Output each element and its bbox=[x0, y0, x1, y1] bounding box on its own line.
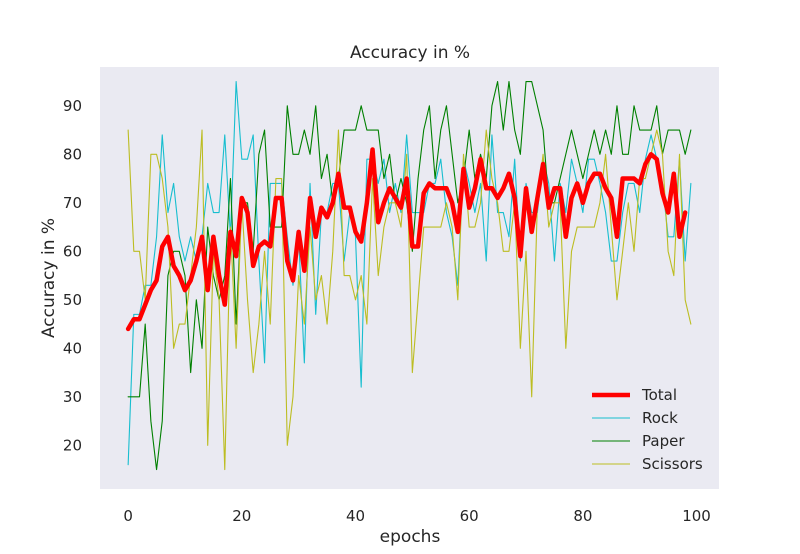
x-tick-label: 60 bbox=[460, 507, 479, 525]
chart-title: Accuracy in % bbox=[350, 43, 470, 63]
y-axis-label: Accuracy in % bbox=[39, 218, 59, 338]
y-tick-labels: 20 30 40 50 60 70 80 90 bbox=[63, 97, 82, 455]
x-tick-label: 40 bbox=[346, 507, 365, 525]
x-tick-label: 80 bbox=[573, 507, 592, 525]
legend: Total Rock Paper Scissors bbox=[592, 386, 703, 473]
y-tick-label: 30 bbox=[63, 388, 82, 406]
x-tick-label: 100 bbox=[682, 507, 711, 525]
x-tick-label: 0 bbox=[123, 507, 133, 525]
y-tick-label: 60 bbox=[63, 242, 82, 260]
series-layer bbox=[125, 81, 692, 471]
legend-label-total: Total bbox=[641, 386, 677, 404]
legend-label-rock: Rock bbox=[642, 409, 678, 427]
series-line-scissors bbox=[127, 129, 692, 471]
y-tick-label: 90 bbox=[63, 97, 82, 115]
x-tick-label: 20 bbox=[232, 507, 251, 525]
legend-label-paper: Paper bbox=[642, 432, 685, 450]
x-tick-labels: 0 20 40 60 80 100 bbox=[123, 507, 711, 525]
legend-label-scissors: Scissors bbox=[642, 455, 703, 473]
y-tick-label: 50 bbox=[63, 291, 82, 309]
series-line-total bbox=[125, 147, 688, 332]
series-line-rock bbox=[127, 81, 692, 466]
x-axis-label: epochs bbox=[380, 527, 441, 547]
y-tick-label: 20 bbox=[63, 436, 82, 454]
y-tick-label: 40 bbox=[63, 339, 82, 357]
y-tick-label: 80 bbox=[63, 145, 82, 163]
y-tick-label: 70 bbox=[63, 194, 82, 212]
